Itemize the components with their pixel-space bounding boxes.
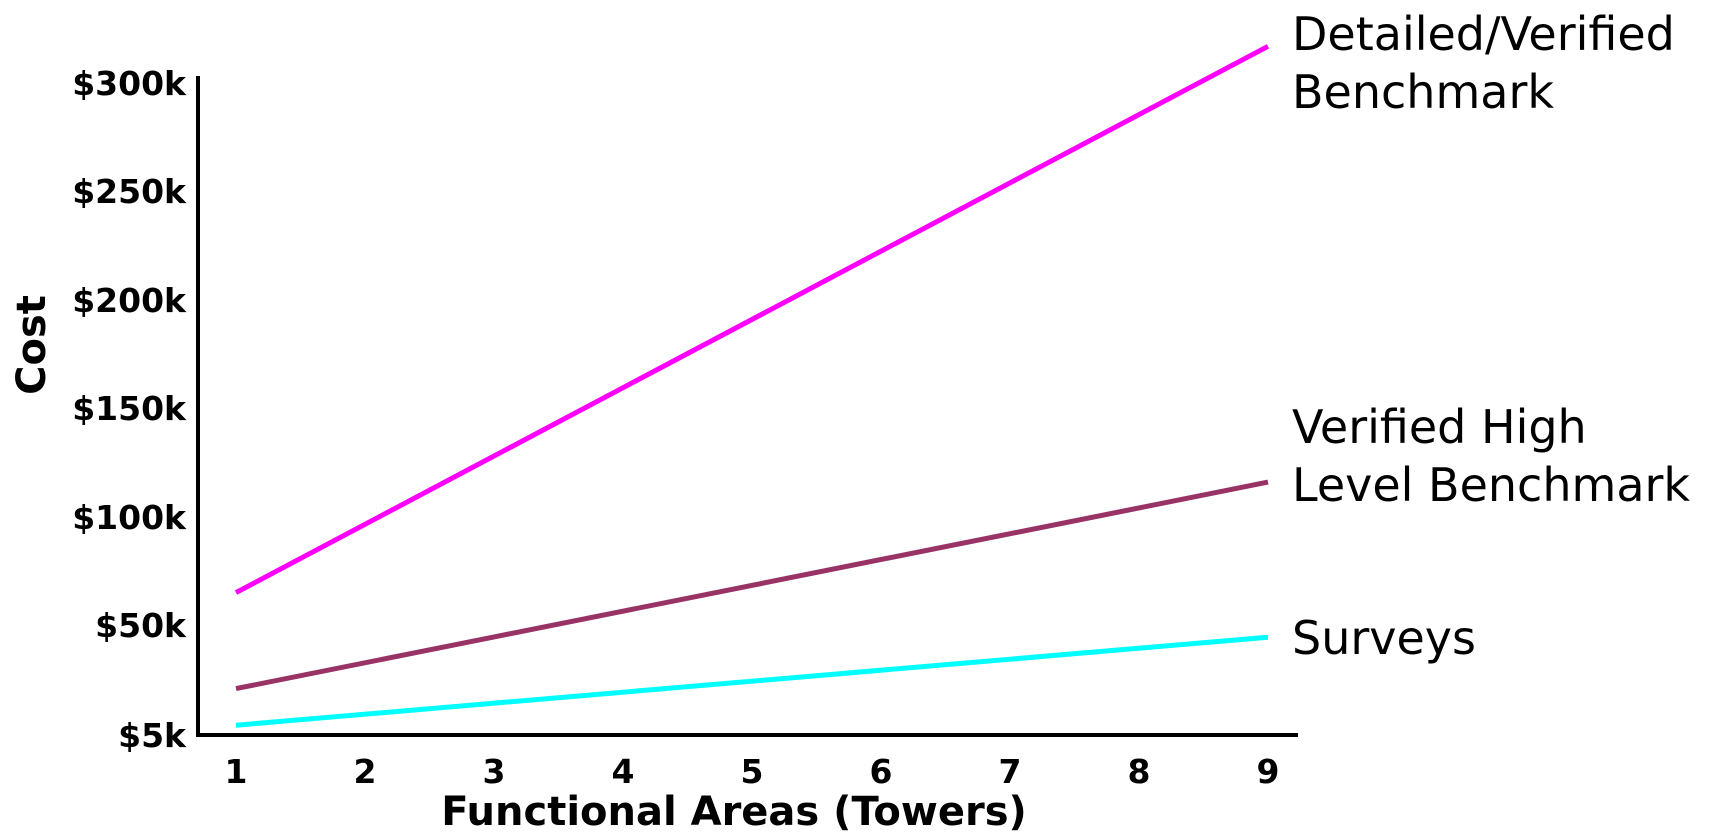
series-label-0: Detailed/Verified Benchmark	[1292, 7, 1675, 119]
series-label-line: Level Benchmark	[1292, 458, 1690, 512]
x-tick-label: 7	[999, 752, 1022, 791]
y-tick-label: $200k	[72, 281, 187, 320]
y-tick-label: $150k	[72, 389, 187, 428]
x-tick-labels: 1 2 3 4 5 6 7 8 9	[225, 752, 1280, 791]
series-label-line: Surveys	[1292, 611, 1476, 665]
x-tick-label: 5	[741, 752, 764, 791]
series-label-2: Surveys	[1292, 611, 1476, 665]
series-line-2	[235, 634, 1269, 728]
y-tick-label: $250k	[72, 172, 187, 211]
series-lines	[234, 44, 1270, 728]
series-label-line: Detailed/Verified	[1292, 7, 1675, 61]
x-tick-label: 2	[354, 752, 377, 791]
y-tick-label: $300k	[72, 64, 187, 103]
x-tick-label: 9	[1257, 752, 1280, 791]
series-line-0	[234, 44, 1270, 595]
y-axis-title: Cost	[9, 295, 55, 395]
y-tick-label: $5k	[118, 716, 187, 755]
series-label-line: Verified High	[1292, 400, 1587, 454]
series-label-line: Benchmark	[1292, 65, 1554, 119]
y-tick-label: $100k	[72, 498, 187, 537]
series-labels: Detailed/Verified Benchmark Verified High L…	[1292, 7, 1690, 665]
series-label-1: Verified High Level Benchmark	[1292, 400, 1690, 512]
x-axis-title: Functional Areas (Towers)	[441, 789, 1027, 835]
x-tick-label: 4	[612, 752, 635, 791]
y-tick-label: $50k	[95, 606, 187, 645]
series-line-1	[235, 479, 1269, 692]
x-tick-label: 6	[870, 752, 893, 791]
axes	[196, 76, 1298, 737]
x-tick-label: 8	[1128, 752, 1151, 791]
y-tick-labels: $5k $50k $100k $150k $200k $250k $300k	[72, 64, 187, 755]
x-tick-label: 1	[225, 752, 248, 791]
x-tick-label: 3	[483, 752, 506, 791]
